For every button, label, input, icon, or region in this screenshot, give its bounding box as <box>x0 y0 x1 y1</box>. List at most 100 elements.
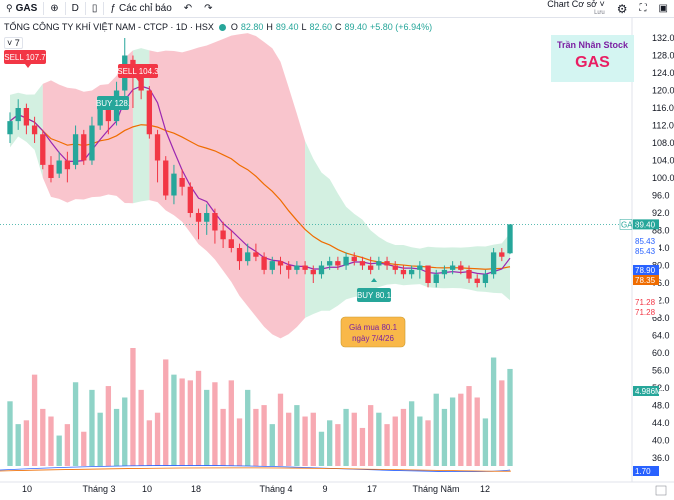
time-tick-label: Tháng 3 <box>82 484 115 494</box>
bollinger-band-segment <box>305 140 510 318</box>
last-price-tag-bg <box>633 219 659 230</box>
fullscreen-button[interactable]: ⛶ <box>634 0 653 17</box>
buy-signal-label: BUY 80.1 <box>357 288 392 302</box>
entry-callout-line1: Giá mua 80.1 <box>349 323 398 332</box>
volume-bar <box>425 420 431 466</box>
redo-button[interactable]: ↷ <box>198 0 218 17</box>
bb-lower-tag-text: 71.28 <box>635 298 656 307</box>
volume-bar <box>507 368 513 466</box>
price-tick-label: 44.0 <box>652 418 670 428</box>
indicators-button[interactable]: ƒ Các chỉ báo <box>104 0 177 17</box>
volume-bar <box>482 418 489 466</box>
volume-bar <box>81 431 87 466</box>
volume-bar <box>220 408 226 466</box>
candle-body <box>236 248 243 262</box>
entry-callout-line2: ngày 7/4/26 <box>352 334 394 343</box>
bb-lower-tag-text: 71.28 <box>635 308 656 317</box>
buy-signal-label-text: BUY 128. <box>96 99 130 108</box>
volume-bar <box>154 412 161 466</box>
volume-bar <box>449 397 456 466</box>
volume-bar <box>146 420 153 466</box>
legend-c-label: C <box>335 22 342 32</box>
volume-bar <box>253 408 259 466</box>
indicator-collapse-button[interactable]: ˅ 7 <box>4 37 23 49</box>
price-tick-label: 68.0 <box>652 313 670 323</box>
interval-button[interactable]: D <box>66 0 85 17</box>
candle-body <box>425 265 431 283</box>
legend-change: +5.80 (+6.94%) <box>370 22 433 32</box>
candle-body <box>384 261 390 266</box>
volume-tag-bg <box>633 386 659 396</box>
bb-lower-tag-bg <box>633 307 659 317</box>
snapshot-button[interactable]: ▣ <box>653 0 674 17</box>
candle-body <box>367 265 374 270</box>
bb-upper-tag-text: 85.43 <box>635 237 656 246</box>
volume-bar <box>261 405 267 466</box>
chevron-down-icon: ˅ <box>7 38 13 48</box>
brand-name: Trần Nhân Stock <box>556 40 628 50</box>
bb-upper-tag-bg <box>633 246 659 256</box>
market-status-icon <box>218 23 226 31</box>
price-tick-label: 116.0 <box>652 103 674 113</box>
search-icon: ⚲ <box>6 3 13 13</box>
candle-body <box>327 261 333 266</box>
buy-signal-label-bg <box>357 288 391 302</box>
price-tick-label: 128.0 <box>652 51 674 61</box>
price-tick-label: 76.0 <box>652 278 670 288</box>
candle-body <box>105 108 112 122</box>
brand-watermark: Trần Nhân Stock GAS <box>551 35 634 82</box>
volume-bar <box>236 418 243 466</box>
volume-bar <box>31 374 38 466</box>
candle-body <box>441 269 448 275</box>
divider <box>43 2 45 15</box>
volume-bar <box>294 405 300 466</box>
time-tick-label: Tháng 4 <box>259 484 292 494</box>
volume-bar <box>335 424 341 466</box>
divider <box>84 2 86 15</box>
layout-title: Chart Cơ sở <box>547 0 598 9</box>
divider <box>64 2 66 15</box>
add-symbol-button[interactable]: ⊕ <box>44 0 64 17</box>
candle-body <box>499 252 505 257</box>
volume-bar <box>359 427 366 466</box>
candle-body <box>286 265 292 270</box>
scale-settings-icon <box>655 485 667 496</box>
volume-bar <box>245 389 251 466</box>
divider <box>103 2 105 15</box>
candle-type-button[interactable]: ▯ <box>86 0 104 17</box>
candle-body <box>277 261 284 266</box>
symbol-search[interactable]: ⚲ GAS <box>0 0 43 17</box>
ma-tag: 78.90 <box>633 265 659 275</box>
volume-bar <box>376 412 382 466</box>
volume-bar <box>458 393 464 466</box>
bb-lower-tag: 71.28 <box>633 297 659 307</box>
redo-icon: ↷ <box>204 3 213 14</box>
undo-button[interactable]: ↶ <box>178 0 198 17</box>
price-tick-label: 124.0 <box>652 68 674 78</box>
settings-button[interactable]: ⚙ <box>611 0 634 17</box>
candle-body <box>220 230 226 240</box>
bb-lower-tag: 71.28 <box>633 307 659 317</box>
legend-h: 89.40 <box>275 22 299 32</box>
price-tick-label: 104.0 <box>652 156 674 166</box>
indicators-icon: ƒ <box>110 3 116 14</box>
last-price-tag: 89.40 <box>633 219 659 230</box>
dropdown-icon: ˅ <box>597 0 605 9</box>
sell-signal-pointer <box>25 64 31 68</box>
candle-body <box>335 261 341 266</box>
layout-button[interactable]: Chart Cơ sở ˅ Lưu <box>547 0 611 18</box>
gear-icon: ⚙ <box>616 1 628 16</box>
volume-bar <box>408 401 415 466</box>
price-tick-label: 64.0 <box>652 331 670 341</box>
volume-bar <box>64 424 71 466</box>
bb-upper-tag: 85.43 <box>633 246 659 256</box>
symbol-legend: TỔNG CÔNG TY KHÍ VIỆT NAM - CTCP · 1D · … <box>4 22 432 32</box>
entry-callout-bg <box>340 316 406 348</box>
volume-bar <box>171 374 177 466</box>
bb-lower-tag-bg <box>633 297 659 307</box>
ma-tag-text: 78.35 <box>635 276 656 285</box>
volume-bar <box>400 408 407 466</box>
volume-bar <box>7 401 13 466</box>
sell-signal-label: SELL 104.3 <box>117 64 159 78</box>
